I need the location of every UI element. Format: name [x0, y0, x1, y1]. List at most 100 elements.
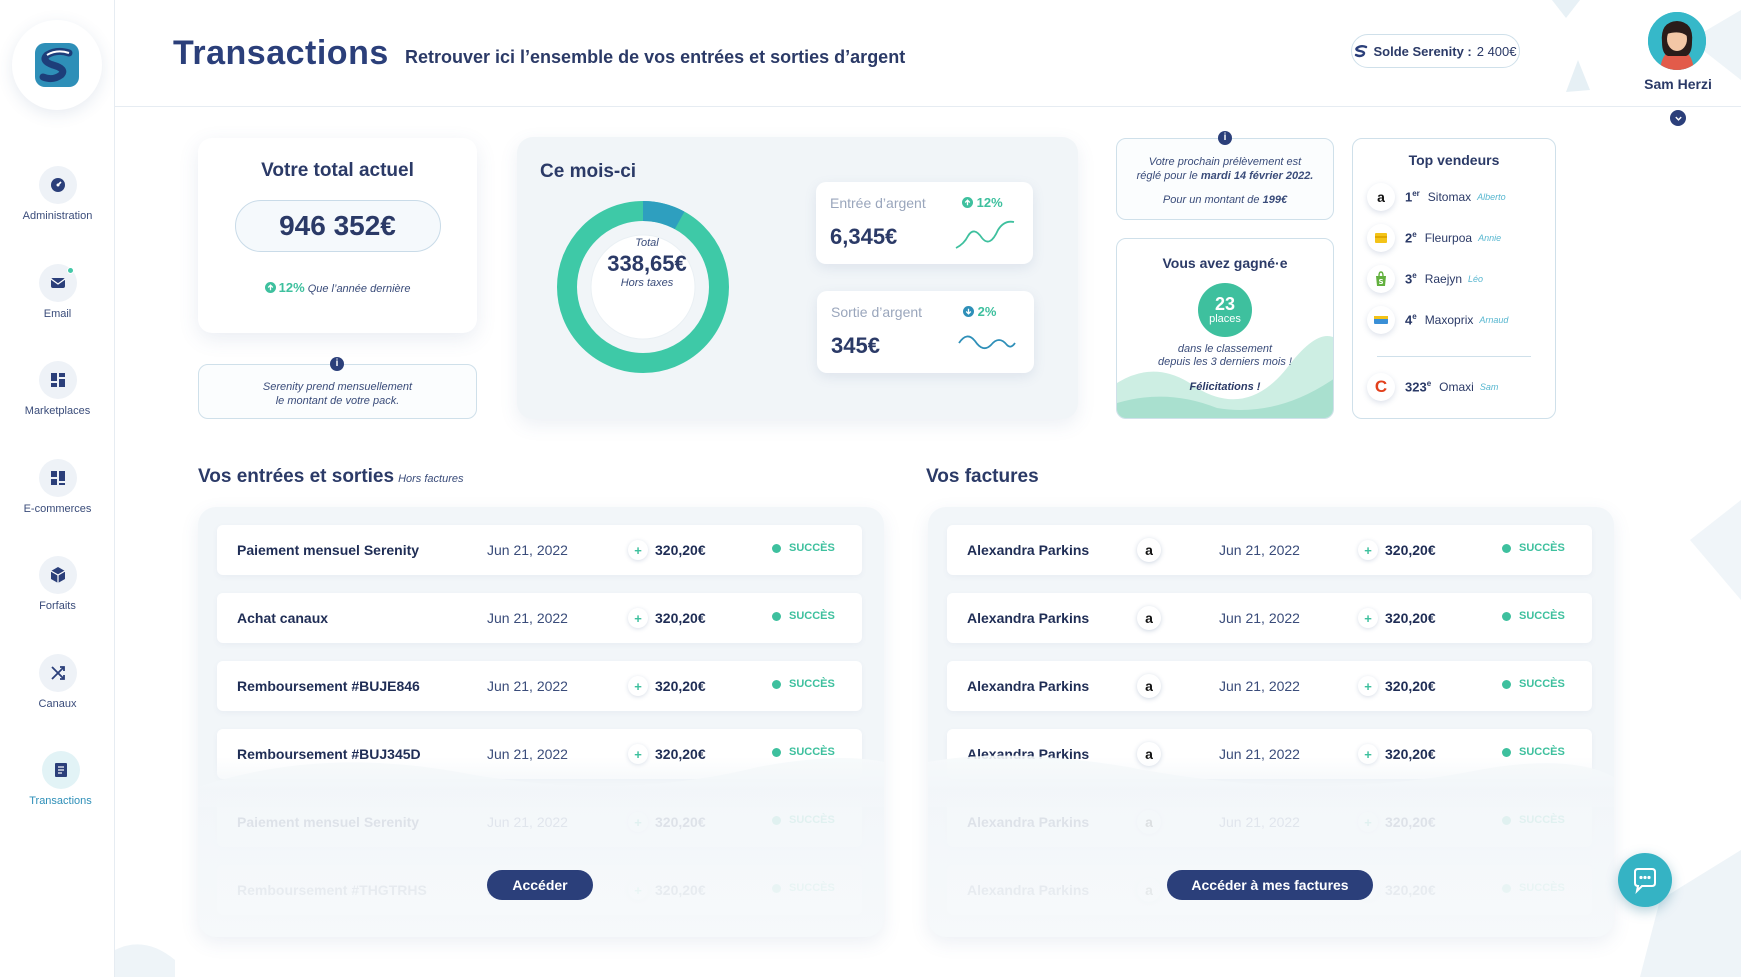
status-text: SUCCÈS: [1519, 746, 1565, 758]
user-name[interactable]: Sam Herzi: [1644, 76, 1712, 92]
total-trend-percent: 12%: [278, 280, 305, 295]
plus-icon: +: [628, 676, 648, 696]
status-badge: SUCCÈS: [1502, 746, 1565, 758]
vendor-rank: 2e: [1405, 230, 1417, 246]
vendor-user: Léo: [1468, 274, 1484, 284]
invoices-access-button[interactable]: Accéder à mes factures: [1167, 870, 1373, 900]
amazon-logo-icon: a: [1137, 606, 1161, 630]
row-amount: 320,20€: [655, 678, 706, 694]
sidebar-item-transactions[interactable]: Transactions: [3, 751, 118, 807]
status-text: SUCCÈS: [789, 610, 835, 622]
serenity-mini-logo-icon: [1355, 45, 1368, 58]
ranking-places-number: 23: [1214, 294, 1236, 314]
next-debit-date: mardi 14 février 2022.: [1200, 170, 1314, 182]
ranking-places-label: places: [1209, 313, 1241, 325]
next-debit-line1: Votre prochain prélèvement est: [1148, 156, 1302, 168]
ranking-text-line1: dans le classement: [1177, 343, 1273, 355]
row-amount: 320,20€: [655, 814, 706, 830]
amazon-logo-icon: a: [1137, 810, 1161, 834]
ranking-card: Vous avez gagné·e 23 places dans le clas…: [1116, 238, 1334, 419]
status-text: SUCCÈS: [1519, 678, 1565, 690]
status-text: SUCCÈS: [789, 678, 835, 690]
month-card-title: Ce mois-ci: [540, 161, 637, 182]
svg-text:S: S: [1378, 278, 1383, 286]
row-label: Remboursement #BUJE846: [237, 678, 420, 694]
sidebar-item-email[interactable]: Email: [0, 264, 115, 320]
status-text: SUCCÈS: [1519, 882, 1565, 894]
row-label: Alexandra Parkins: [967, 542, 1090, 558]
status-text: SUCCÈS: [789, 542, 835, 554]
income-label: Entrée d’argent: [830, 195, 926, 211]
ranking-text: dans le classement depuis les 3 derniers…: [1117, 343, 1333, 369]
pack-info-line1: Serenity prend mensuellement: [262, 381, 413, 393]
row-label: Alexandra Parkins: [967, 610, 1090, 626]
row-amount: 320,20€: [1385, 814, 1436, 830]
status-badge: SUCCÈS: [1502, 882, 1565, 894]
table-row[interactable]: Achat canaux Jun 21, 2022 +320,20€ SUCCÈS: [217, 593, 862, 643]
row-amount: 320,20€: [655, 610, 706, 626]
total-trend: 12% Que l’année dernière: [198, 280, 477, 295]
donut-total-value: 338,65€: [607, 251, 687, 276]
vendor-name: Sitomax: [1427, 190, 1472, 204]
balance-badge[interactable]: Solde Serenity : 2 400€: [1351, 34, 1520, 68]
chat-bubble-icon: [1634, 868, 1656, 894]
entries-access-button[interactable]: Accéder: [487, 870, 593, 900]
outcome-card[interactable]: Sortie d’argent 2% 345€: [817, 291, 1034, 373]
table-row[interactable]: Alexandra Parkins a Jun 21, 2022 +320,20€ SU…: [947, 525, 1592, 575]
vendor-name: Omaxi: [1439, 380, 1474, 394]
status-dot-icon: [1502, 543, 1511, 553]
sidebar-item-label: Email: [43, 308, 72, 320]
arrow-up-circle-icon: [264, 282, 276, 293]
sidebar-item-administration[interactable]: Administration: [0, 166, 115, 222]
vendor-name: Maxoprix: [1424, 313, 1474, 327]
amazon-logo-icon: a: [1137, 538, 1161, 562]
vendor-row[interactable]: S 3e Raejyn Léo: [1367, 264, 1547, 294]
vendor-row-current-user[interactable]: C 323e Omaxi Sam: [1367, 372, 1547, 402]
amazon-logo-icon: a: [1367, 183, 1395, 211]
table-row[interactable]: Alexandra Parkins a Jun 21, 2022 +320,20€ SU…: [947, 593, 1592, 643]
row-date: Jun 21, 2022: [487, 814, 568, 830]
next-debit-line2-prefix: réglé pour le: [1136, 170, 1201, 182]
amazon-logo-icon: a: [1137, 674, 1161, 698]
user-menu-toggle[interactable]: [1670, 110, 1686, 126]
income-percent-value: 12%: [976, 195, 1003, 210]
donut-ht-label: Hors taxes: [620, 277, 674, 289]
income-card[interactable]: Entrée d’argent 12% 6,345€: [816, 182, 1033, 264]
vendor-row[interactable]: 4e Maxoprix Arnaud: [1367, 305, 1547, 335]
row-date: Jun 21, 2022: [1219, 814, 1300, 830]
status-text: SUCCÈS: [789, 814, 835, 826]
donut-secondary-arc: [557, 201, 729, 373]
status-badge: SUCCÈS: [772, 610, 835, 622]
info-icon: i: [1218, 131, 1232, 145]
table-row[interactable]: Alexandra Parkins a Jun 21, 2022 +320,20€ SU…: [947, 661, 1592, 711]
page-subtitle: Retrouver ici l’ensemble de vos entrées …: [405, 47, 906, 67]
sidebar-item-label: Transactions: [29, 795, 92, 807]
chat-button[interactable]: [1618, 853, 1672, 907]
table-row[interactable]: Remboursement #BUJE846 Jun 21, 2022 +320,2…: [217, 661, 862, 711]
status-text: SUCCÈS: [789, 882, 835, 894]
entries-section-title: Vos entrées et sorties Hors factures: [198, 466, 464, 488]
row-date: Jun 21, 2022: [1219, 610, 1300, 626]
avatar[interactable]: [1648, 12, 1706, 70]
status-dot-icon: [1502, 611, 1511, 621]
status-text: SUCCÈS: [1519, 610, 1565, 622]
vendor-row[interactable]: a 1er Sitomax Alberto: [1367, 182, 1547, 212]
row-label: Alexandra Parkins: [967, 882, 1090, 898]
sidebar-item-forfaits[interactable]: Forfaits: [0, 556, 115, 612]
plus-icon: +: [628, 540, 648, 560]
vendor-row[interactable]: 2e Fleurpoa Annie: [1367, 223, 1547, 253]
sidebar-item-canaux[interactable]: Canaux: [0, 654, 115, 710]
row-amount: 320,20€: [1385, 542, 1436, 558]
ranking-title: Vous avez gagné·e: [1162, 255, 1288, 271]
outcome-percent: 2%: [963, 304, 996, 319]
status-dot-icon: [1502, 883, 1511, 893]
sidebar-item-marketplaces[interactable]: Marketplaces: [0, 361, 115, 417]
fade-wave-decoration: [928, 755, 1614, 807]
sidebar-item-ecommerces[interactable]: E-commerces: [0, 459, 115, 515]
entries-title-text: Vos entrées et sorties: [198, 466, 395, 487]
serenity-logo-icon: [35, 43, 79, 87]
status-badge: SUCCÈS: [772, 678, 835, 690]
serenity-logo[interactable]: [12, 20, 102, 110]
table-row[interactable]: Paiement mensuel Serenity Jun 21, 2022 +32…: [217, 525, 862, 575]
total-card: Votre total actuel 946 352€ 12% Que l’an…: [198, 138, 477, 333]
